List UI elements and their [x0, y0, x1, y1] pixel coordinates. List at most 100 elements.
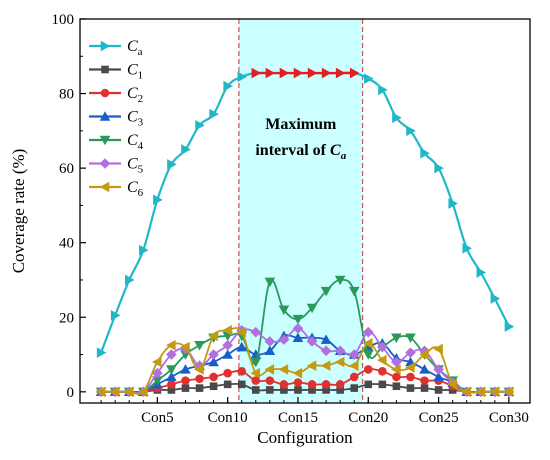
data-point: [461, 386, 471, 398]
data-point: [195, 384, 204, 392]
highlight-region: [238, 19, 363, 403]
data-point: [307, 67, 318, 79]
data-point: [209, 372, 218, 382]
data-point: [364, 73, 374, 84]
data-point: [420, 376, 429, 385]
legend-item-C3: C3: [89, 109, 144, 129]
legend-swatch-marker: [100, 40, 111, 52]
data-point: [306, 360, 317, 372]
data-point: [391, 356, 402, 368]
legend-item-C6: C6: [89, 179, 144, 199]
data-point: [250, 367, 261, 379]
data-point: [434, 386, 443, 394]
data-point: [378, 380, 387, 389]
data-point: [153, 194, 163, 206]
data-point: [139, 244, 149, 256]
legend-symbol: C: [127, 179, 138, 196]
data-point: [420, 384, 429, 392]
data-point: [195, 374, 204, 384]
data-point: [462, 242, 473, 254]
x-tick-label: Con30: [489, 410, 529, 426]
data-point: [124, 274, 135, 286]
data-point: [336, 386, 344, 394]
legend-swatch-marker: [101, 65, 109, 74]
data-point: [222, 325, 232, 336]
data-point: [292, 332, 304, 342]
legend-symbol: C: [127, 109, 138, 126]
data-point: [110, 310, 121, 321]
data-point: [294, 386, 302, 394]
data-point: [406, 384, 415, 392]
series-C6: [95, 325, 514, 398]
legend-label: Ca: [127, 38, 143, 58]
data-point: [278, 305, 290, 316]
data-point: [96, 347, 107, 358]
data-point: [123, 386, 134, 398]
data-point: [405, 362, 415, 373]
legend-label: C1: [127, 62, 143, 82]
data-point: [266, 386, 274, 394]
y-tick-label: 40: [59, 236, 74, 252]
data-point: [335, 380, 345, 389]
legend-item-C2: C2: [89, 85, 143, 105]
data-point: [433, 371, 444, 382]
legend-swatch-marker: [99, 158, 111, 169]
data-point: [265, 67, 276, 79]
y-axis-title: Coverage rate (%): [9, 149, 28, 274]
legend-label: C3: [127, 109, 144, 129]
legend-symbol: C: [127, 85, 138, 102]
data-point: [195, 119, 205, 131]
data-point: [349, 67, 360, 79]
data-point: [308, 386, 316, 394]
data-point: [322, 386, 330, 394]
data-point: [321, 380, 331, 389]
data-point: [278, 334, 290, 345]
data-point: [237, 71, 248, 83]
data-point: [250, 357, 262, 368]
data-point: [236, 326, 246, 338]
data-point: [237, 367, 247, 376]
data-point: [320, 334, 332, 344]
legend-symbol: C: [127, 38, 138, 55]
annotation-symbol: C: [330, 142, 341, 159]
annotation-line2: interval of Ca: [255, 142, 346, 162]
y-tick-label: 80: [59, 87, 74, 103]
data-point: [405, 347, 416, 358]
data-point: [292, 323, 304, 334]
data-point: [350, 384, 359, 392]
legend-subscript: 3: [138, 117, 144, 129]
data-point: [476, 267, 487, 278]
data-point: [181, 384, 190, 392]
annotation-line1: Maximum: [265, 116, 337, 133]
data-point: [489, 386, 500, 398]
data-point: [264, 336, 276, 347]
data-point: [434, 162, 444, 174]
legend-symbol: C: [127, 62, 138, 79]
legend-item-C1: C1: [89, 62, 143, 82]
legend-subscript: a: [138, 46, 143, 58]
data-point: [223, 80, 233, 92]
data-point: [335, 67, 346, 79]
data-point: [237, 380, 246, 389]
data-point: [320, 345, 332, 357]
data-point: [475, 386, 486, 398]
data-point: [166, 365, 177, 375]
data-point: [504, 321, 515, 332]
legend-subscript: 5: [138, 164, 144, 176]
data-point: [378, 367, 387, 376]
data-point: [222, 339, 233, 351]
data-point: [420, 147, 430, 159]
legend-item-C5: C5: [89, 156, 144, 176]
data-point: [208, 349, 219, 360]
data-point: [348, 360, 359, 372]
data-point: [378, 84, 388, 96]
data-point: [264, 364, 275, 375]
data-point: [321, 67, 332, 79]
data-point: [433, 364, 444, 375]
legend-item-Ca: Ca: [89, 38, 143, 58]
annotation-subscript: a: [341, 150, 347, 162]
data-point: [166, 371, 177, 382]
x-tick-label: Con10: [208, 410, 248, 426]
legend-subscript: 2: [138, 93, 144, 105]
